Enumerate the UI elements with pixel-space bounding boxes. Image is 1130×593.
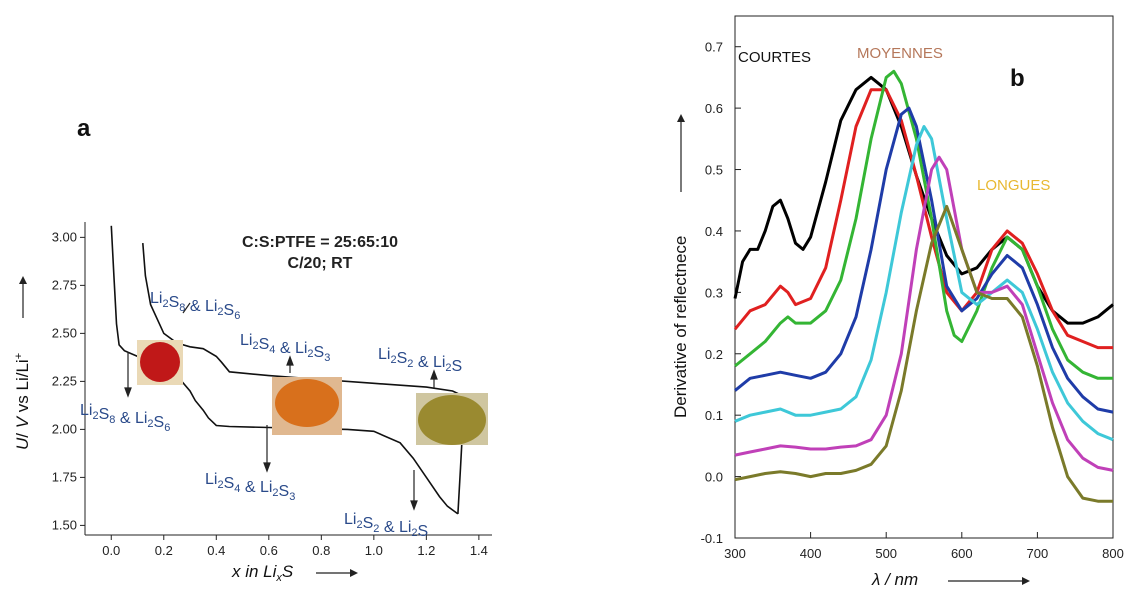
- panel-a-label-arrows: [124, 302, 438, 511]
- panel-b-ylabel-text: Derivative of reflectnece: [671, 236, 690, 418]
- panel-b-y-tick-label: -0.1: [701, 531, 723, 546]
- panel-a-annotation-1: C:S:PTFE = 25:65:10: [242, 234, 398, 251]
- arrow-1: [182, 302, 191, 314]
- species-label: Li2S2 & Li2S: [344, 511, 428, 540]
- panel-a-y-tick-label: 2.25: [52, 373, 77, 388]
- panel-b-xlabel-text: λ / nm: [871, 570, 918, 589]
- arrowhead-5: [430, 369, 438, 380]
- panel-a-letter: a: [77, 115, 91, 142]
- species-label: Li2S8 & Li2S6: [80, 402, 170, 434]
- panel-b-ylabel-arrowhead: [677, 114, 685, 122]
- panel-b-y-ticks: -0.1 0.0 0.1 0.2 0.3 0.4 0.5 0.6 0.7: [701, 40, 741, 546]
- panel-b-y-tick-label: 0.4: [705, 224, 723, 239]
- panel-b-y-tick-label: 0.1: [705, 408, 723, 423]
- species-label: Li2S4 & Li2S3: [205, 471, 295, 503]
- panel-b-x-tick-label: 300: [724, 546, 746, 561]
- photo-vial-2: [275, 379, 339, 427]
- panel-a-x-tick-label: 0.6: [260, 543, 278, 558]
- panel-a-x-tick-label: 0.2: [155, 543, 173, 558]
- band-label-moyennes: MOYENNES: [857, 45, 943, 62]
- panel-a-x-tick-label: 0.4: [207, 543, 225, 558]
- spectrum-curve-5: [734, 125, 1114, 442]
- species-label: Li2S4 & Li2S3: [240, 332, 330, 364]
- panel-b-x-ticks: 300 400 500 600 700 800: [724, 532, 1124, 561]
- panel-b-y-tick-label: 0.3: [705, 285, 723, 300]
- panel-b-y-tick-label: 0.0: [705, 470, 723, 485]
- spectrum-curve-6: [734, 155, 1114, 472]
- panel-b-y-tick-label: 0.6: [705, 101, 723, 116]
- panel-b-x-tick-label: 700: [1027, 546, 1049, 561]
- panel-b-ylabel: Derivative of reflectnece: [671, 114, 690, 418]
- species-label: Li2S8 & Li2S6: [150, 290, 240, 322]
- photo-vial-3: [418, 395, 486, 445]
- panel-a-ylabel: U/ V vs Li/Li+: [13, 276, 32, 450]
- arrowhead-2: [124, 387, 132, 398]
- panel-b-y-tick-label: 0.2: [705, 347, 723, 362]
- panel-a-xlabel-text: x in LixS: [231, 562, 294, 584]
- panel-a-xlabel: x in LixS: [231, 562, 358, 584]
- panel-b-y-tick-label: 0.7: [705, 40, 723, 55]
- arrowhead-3: [286, 355, 294, 366]
- panel-b: 300 400 500 600 700 800 -0.1 0.0 0.1 0.2 0.3 0.4 0.…: [671, 15, 1124, 589]
- panel-a-y-tick-label: 1.50: [52, 517, 77, 532]
- panel-b-letter: b: [1010, 65, 1025, 92]
- panel-a-y-tick-label: 2.75: [52, 277, 77, 292]
- band-label-longues: LONGUES: [977, 177, 1050, 194]
- panel-b-x-tick-label: 500: [875, 546, 897, 561]
- spectrum-curve-2: [733, 88, 1113, 350]
- panel-a-x-tick-label: 0.0: [102, 543, 120, 558]
- panel-a-y-tick-label: 2.50: [52, 325, 77, 340]
- panel-b-y-tick-label: 0.5: [705, 163, 723, 178]
- photo-vial-1: [140, 342, 180, 382]
- panel-a-y-tick-label: 2.00: [52, 421, 77, 436]
- panel-a-ylabel-text: U/ V vs Li/Li+: [13, 353, 32, 450]
- arrowhead-6: [410, 500, 418, 511]
- panel-a-y-ticks: 1.50 1.75 2.00 2.25 2.50 2.75 3.00: [52, 229, 85, 532]
- panel-a: a 0.0 0.2 0.4 0.6 0.8 1.0 1.2 1.4 1.50 1.75 2.00 2…: [13, 115, 492, 584]
- panel-a-x-tick-label: 1.2: [417, 543, 435, 558]
- panel-a-x-tick-label: 1.4: [470, 543, 488, 558]
- panel-b-frame: [734, 15, 1114, 539]
- band-label-courtes: COURTES: [738, 49, 811, 66]
- panel-a-x-tick-label: 1.0: [365, 543, 383, 558]
- panel-a-x-ticks: 0.0 0.2 0.4 0.6 0.8 1.0 1.2 1.4: [102, 535, 488, 558]
- panel-a-x-tick-label: 0.8: [312, 543, 330, 558]
- panel-a-y-tick-label: 3.00: [52, 229, 77, 244]
- panel-a-annotation-2: C/20; RT: [288, 255, 353, 272]
- panel-b-xlabel-arrowhead: [1022, 577, 1030, 585]
- spectrum-curve-4: [734, 106, 1114, 414]
- panel-a-ylabel-arrowhead: [19, 276, 27, 284]
- panel-a-xlabel-arrowhead: [350, 569, 358, 577]
- panel-b-x-tick-label: 400: [800, 546, 822, 561]
- panel-b-x-tick-label: 600: [951, 546, 973, 561]
- spectrum-curve-7: [734, 204, 1113, 503]
- discharge-curve: [110, 225, 459, 515]
- arrowhead-4: [263, 462, 271, 473]
- panel-a-y-tick-label: 1.75: [52, 469, 77, 484]
- spectrum-curve-3: [734, 69, 1113, 380]
- panel-b-xlabel: λ / nm: [871, 570, 1030, 589]
- panel-b-x-tick-label: 800: [1102, 546, 1124, 561]
- species-label: Li2S2 & Li2S: [378, 346, 462, 375]
- panel-b-curves: [733, 69, 1114, 503]
